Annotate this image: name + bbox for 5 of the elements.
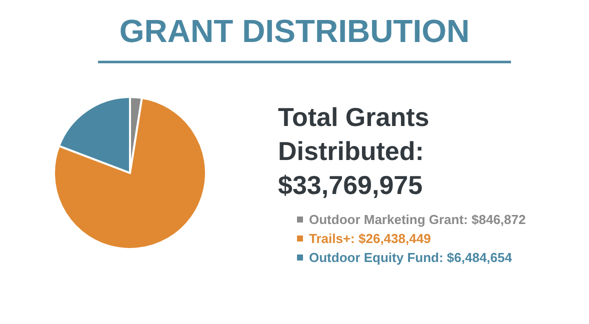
legend-label: Trails+: $26,438,449 — [309, 231, 431, 246]
legend-label: Outdoor Marketing Grant: $846,872 — [309, 212, 526, 227]
chart-title: GRANT DISTRIBUTION — [119, 13, 470, 49]
text: Total Grants Distributed: $33,769,975 — [278, 102, 436, 200]
legend-label: Outdoor Equity Fund: $6,484,654 — [309, 250, 513, 265]
